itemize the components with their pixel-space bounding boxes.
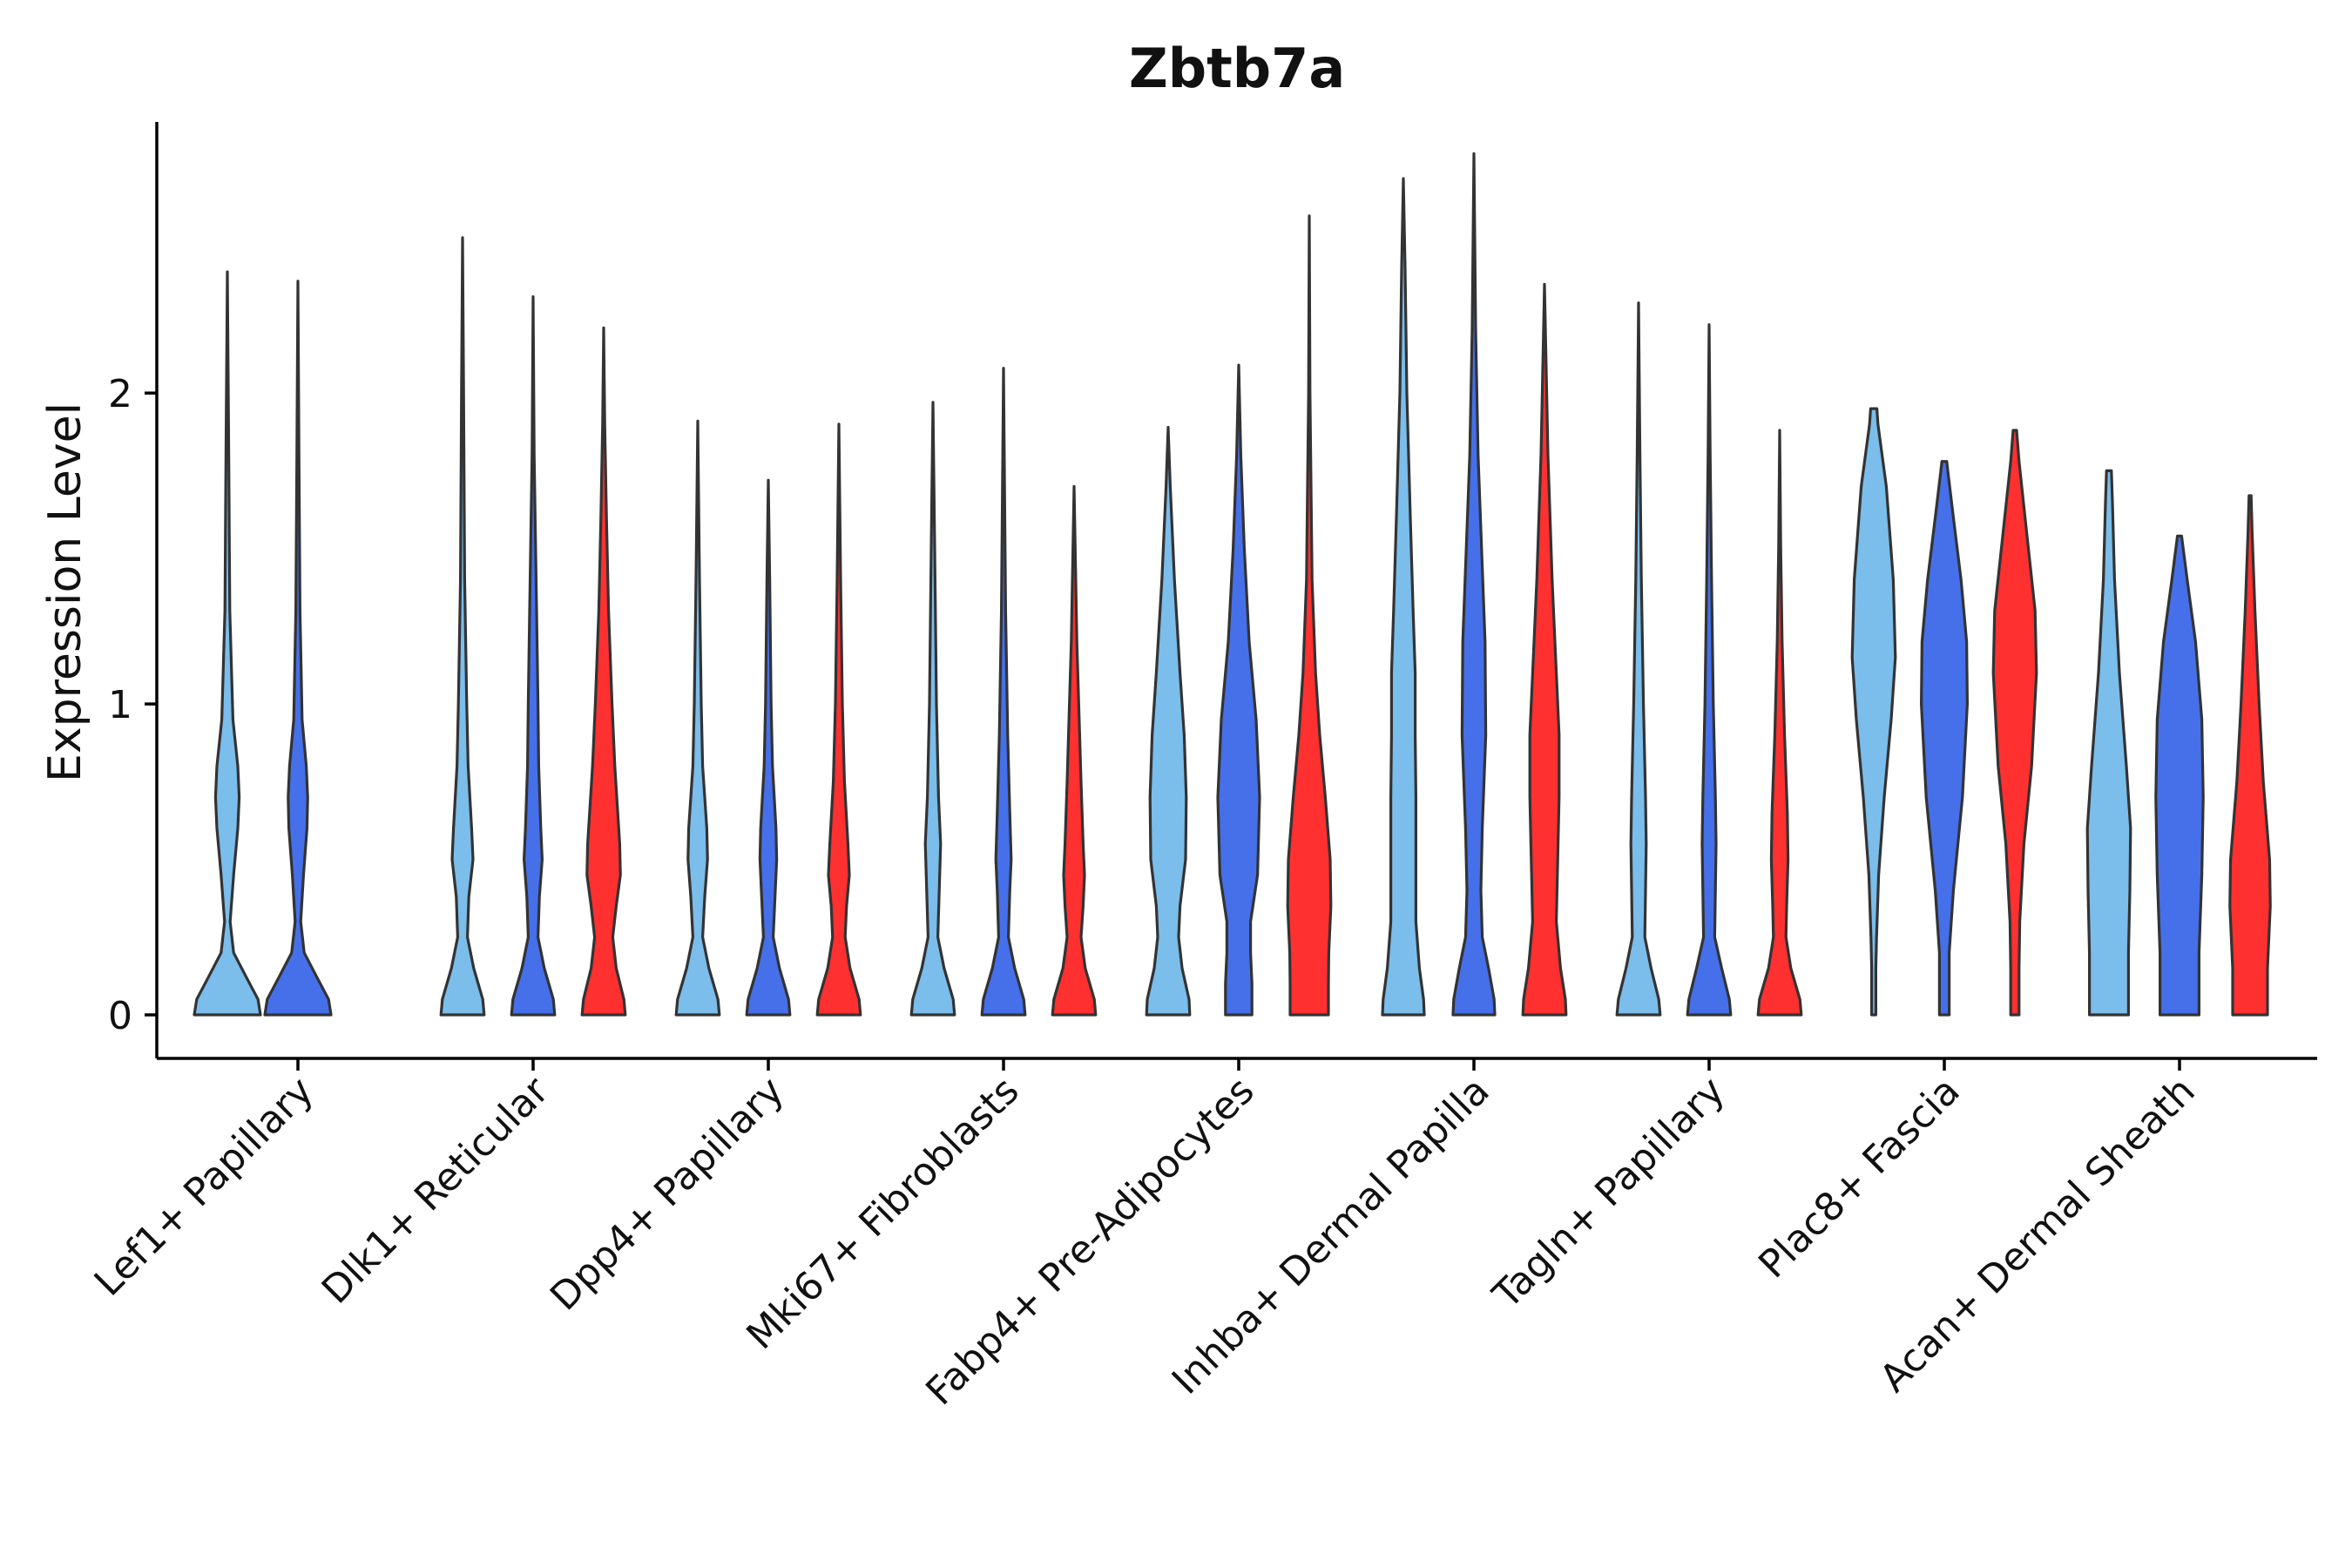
violin-dlk1-reticular-group2 — [510, 295, 557, 1017]
x-tick-label: Dlk1+ Reticular — [314, 1068, 558, 1313]
violin-dpp4-papillary-group2 — [745, 478, 792, 1017]
y-tick-label: 0 — [108, 994, 132, 1038]
x-tick-label: Tagln+ Papillary — [1484, 1069, 1734, 1318]
chart-title: Zbtb7a — [1129, 37, 1345, 100]
violin-fabp4-pre-adipocytes-group2 — [1216, 363, 1261, 1017]
violin-layer — [193, 152, 2272, 1017]
violin-dlk1-reticular-group1 — [439, 236, 486, 1017]
violin-plac8-fascia-group1 — [1850, 407, 1897, 1017]
violin-mki67-fibroblasts-group2 — [980, 367, 1027, 1017]
violin-inhba-dermal-papilla-group1 — [1381, 177, 1426, 1017]
violin-plac8-fascia-group3 — [1991, 429, 2038, 1017]
x-tick-label: Plac8+ Fascia — [1750, 1069, 1969, 1288]
violin-inhba-dermal-papilla-group3 — [1521, 282, 1568, 1017]
violin-plac8-fascia-group2 — [1920, 460, 1969, 1017]
violin-lef1-papillary-group2 — [263, 280, 333, 1017]
x-tick-label: Dpp4+ Papillary — [542, 1069, 793, 1320]
violin-dpp4-papillary-group1 — [674, 419, 721, 1017]
violin-acan-dermal-sheath-group1 — [2085, 469, 2132, 1017]
violin-tagln-papillary-group2 — [1686, 323, 1733, 1017]
y-axis-label: Expression Level — [39, 402, 91, 782]
violin-dpp4-papillary-group3 — [815, 422, 862, 1017]
violin-tagln-papillary-group3 — [1756, 429, 1803, 1017]
violin-dlk1-reticular-group3 — [580, 326, 627, 1017]
x-tick-label: Lef1+ Papillary — [86, 1069, 322, 1305]
violin-inhba-dermal-papilla-group2 — [1451, 152, 1497, 1017]
violin-acan-dermal-sheath-group2 — [2154, 534, 2205, 1017]
violin-tagln-papillary-group1 — [1615, 301, 1662, 1017]
violin-fabp4-pre-adipocytes-group3 — [1286, 214, 1333, 1017]
violin-mki67-fibroblasts-group1 — [909, 401, 956, 1017]
violin-mki67-fibroblasts-group3 — [1051, 484, 1098, 1017]
violin-fabp4-pre-adipocytes-group1 — [1145, 425, 1192, 1017]
y-tick-label: 1 — [108, 683, 132, 727]
violin-acan-dermal-sheath-group3 — [2228, 494, 2272, 1017]
y-tick-label: 2 — [108, 372, 132, 416]
violin-lef1-papillary-group1 — [193, 270, 262, 1017]
